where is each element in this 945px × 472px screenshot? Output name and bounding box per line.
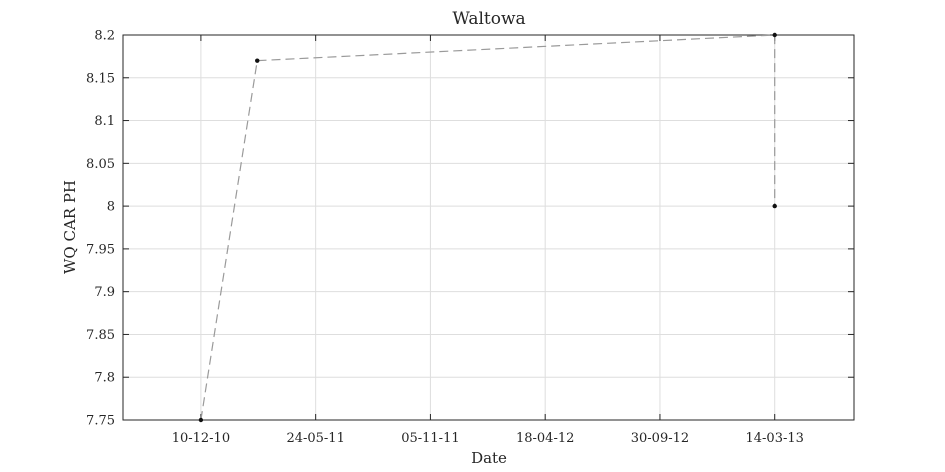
chart-title: Waltowa xyxy=(452,9,525,29)
data-point xyxy=(255,58,260,63)
tick-labels: 10-12-10 24-05-11 05-11-11 18-04-12 30-09-12… xyxy=(86,29,804,447)
data-point xyxy=(772,203,777,209)
plot-frame xyxy=(122,34,855,421)
data-point xyxy=(198,417,204,423)
y-tick-label: 7.8 xyxy=(94,371,115,386)
y-tick-label: 7.75 xyxy=(86,414,115,429)
x-tick-label: 24-05-11 xyxy=(286,431,344,446)
y-tick-label: 7.85 xyxy=(86,328,115,343)
y-tick-label: 8.1 xyxy=(94,114,115,129)
y-tick-label: 7.95 xyxy=(86,242,115,257)
x-tick-label: 14-03-13 xyxy=(745,431,803,446)
x-tick-label: 05-11-11 xyxy=(401,431,459,446)
x-tick-label: 10-12-10 xyxy=(172,431,230,446)
y-axis-label: WQ CAR PH xyxy=(61,180,79,274)
y-tick-label: 7.9 xyxy=(94,285,115,300)
y-tick-label: 8.05 xyxy=(86,157,115,172)
x-axis-label: Date xyxy=(471,449,507,467)
data-point xyxy=(772,32,777,38)
x-tick-label: 30-09-12 xyxy=(631,431,689,446)
x-tick-label: 18-04-12 xyxy=(516,431,574,446)
series-line xyxy=(200,34,776,421)
series-group xyxy=(198,32,777,423)
y-tick-label: 8.15 xyxy=(86,71,115,86)
y-tick-label: 8 xyxy=(107,200,115,215)
y-tick-label: 8.2 xyxy=(94,29,115,44)
